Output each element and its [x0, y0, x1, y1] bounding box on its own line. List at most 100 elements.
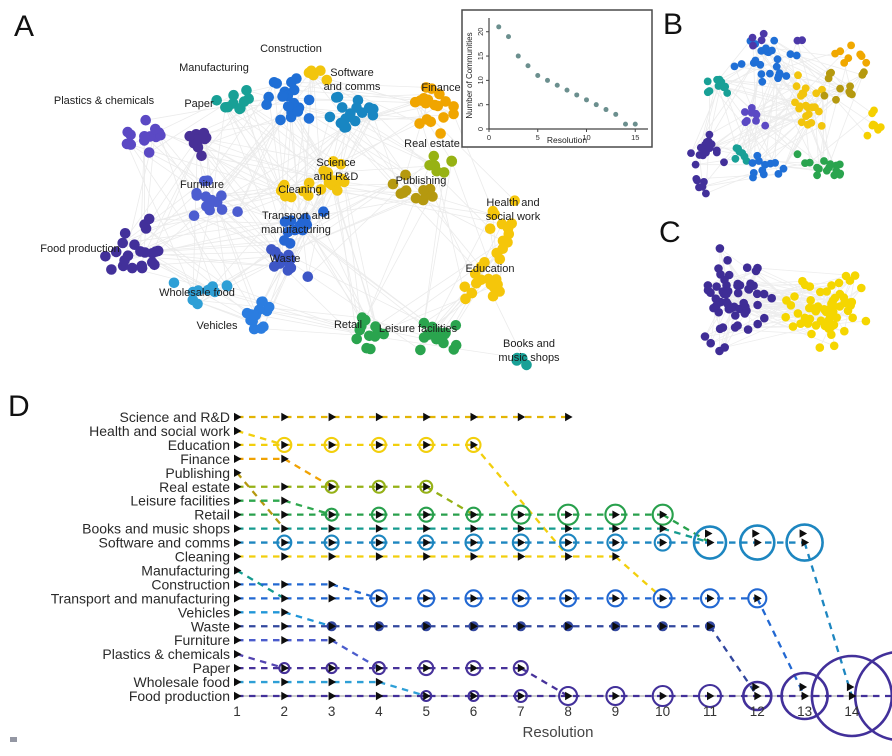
- resolution-marker: [375, 482, 384, 491]
- community-circle: [371, 661, 386, 676]
- network-node: [705, 130, 714, 139]
- network-node: [836, 84, 844, 93]
- resolution-marker: [659, 510, 668, 519]
- network-node: [140, 114, 151, 126]
- inset-y-label: Number of Communities: [465, 32, 474, 118]
- network-node: [801, 101, 810, 110]
- network-node: [117, 237, 128, 249]
- community-circle: [512, 660, 529, 677]
- resolution-marker: [328, 580, 337, 589]
- resolution-marker: [234, 636, 242, 645]
- network-node: [757, 70, 766, 78]
- community-circle: [606, 589, 625, 608]
- network-node: [315, 65, 326, 76]
- network-node: [868, 121, 877, 130]
- network-node: [438, 112, 449, 123]
- network-node: [450, 320, 462, 331]
- resolution-marker: [234, 426, 242, 436]
- merge-diagonal: [236, 653, 285, 670]
- resolution-marker: [659, 622, 668, 631]
- network-node: [817, 122, 826, 130]
- network-nodes: [687, 29, 885, 198]
- network-node: [876, 123, 885, 131]
- cluster-label: Waste: [270, 253, 301, 265]
- cluster-label: Food production: [40, 243, 120, 255]
- network-node: [139, 247, 151, 258]
- corner-marker: [10, 737, 17, 742]
- community-circle: [606, 533, 625, 552]
- network-node: [720, 158, 728, 167]
- network-node: [843, 306, 853, 316]
- resolution-marker: [328, 622, 337, 631]
- network-node: [140, 223, 152, 234]
- network-node: [746, 279, 755, 289]
- network-node: [749, 41, 757, 50]
- network-node: [731, 311, 740, 320]
- resolution-marker: [612, 524, 620, 533]
- d-x-tick: 2: [281, 704, 289, 719]
- network-node: [739, 298, 748, 308]
- resolution-marker: [707, 622, 715, 631]
- network-node: [422, 329, 434, 340]
- network-node: [796, 319, 805, 329]
- resolution-marker: [423, 691, 431, 701]
- network-node: [446, 156, 458, 167]
- community-circle: [369, 589, 388, 608]
- network-node: [489, 209, 501, 220]
- resolution-marker: [281, 440, 289, 450]
- network-node: [398, 187, 409, 198]
- resolution-marker: [565, 594, 573, 603]
- community-circle: [370, 534, 387, 551]
- community-circle: [513, 688, 528, 704]
- resolution-marker: [234, 594, 242, 603]
- network-node: [187, 294, 199, 306]
- cluster-label: Books and music shops: [498, 338, 560, 364]
- merge-diagonal: [520, 667, 569, 697]
- community-circle: [738, 524, 776, 561]
- network-node: [786, 301, 796, 310]
- network-node: [479, 257, 490, 268]
- d-x-tick: 8: [564, 704, 572, 719]
- resolution-marker: [328, 636, 337, 645]
- network-node: [803, 319, 813, 328]
- network-node: [216, 204, 228, 215]
- resolution-marker: [281, 636, 289, 645]
- inset-point: [545, 77, 550, 83]
- resolution-marker: [281, 663, 289, 673]
- inset-y-tick: 5: [476, 103, 485, 107]
- network-node: [238, 96, 250, 107]
- resolution-marker: [234, 510, 242, 519]
- d-row-label: Vehicles: [178, 604, 230, 620]
- inset-point: [603, 107, 609, 113]
- resolution-marker: [754, 538, 762, 547]
- resolution-marker: [707, 594, 715, 603]
- resolution-marker: [470, 622, 478, 631]
- network-node: [791, 98, 799, 107]
- community-circle: [467, 689, 480, 703]
- community-circle: [697, 683, 723, 709]
- community-circle: [557, 503, 580, 526]
- network-node: [150, 123, 161, 135]
- resolution-marker: [470, 510, 478, 519]
- inset-point: [515, 53, 521, 59]
- network-node: [822, 166, 831, 175]
- network-node: [494, 253, 506, 265]
- d-row-label: Cleaning: [175, 549, 230, 565]
- network-node: [753, 300, 762, 310]
- community-circle: [605, 685, 626, 707]
- network-node: [332, 91, 344, 103]
- inset-point: [574, 92, 580, 98]
- resolution-marker: [517, 552, 526, 561]
- network-node: [106, 264, 117, 275]
- network-node: [846, 89, 855, 98]
- community-circle: [652, 588, 673, 609]
- network-node: [868, 109, 876, 118]
- network-node: [192, 285, 204, 296]
- community-circle: [370, 506, 387, 523]
- resolution-marker: [328, 510, 337, 519]
- network-node: [351, 333, 363, 345]
- resolution-marker: [612, 622, 620, 631]
- resolution-marker: [375, 440, 384, 450]
